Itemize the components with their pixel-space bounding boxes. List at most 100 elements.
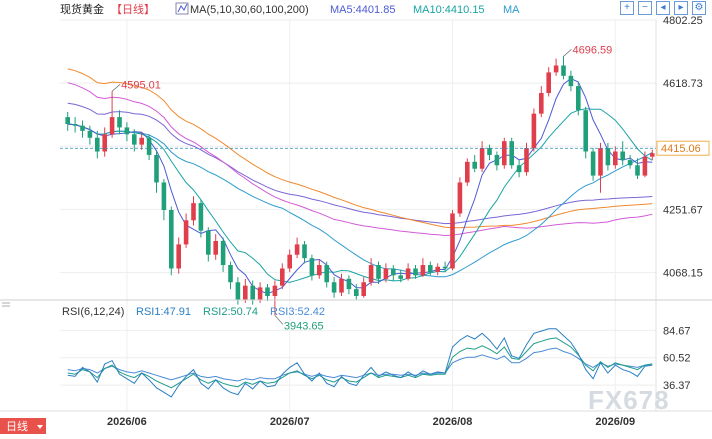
candle	[339, 273, 344, 296]
rsi3-line	[67, 347, 653, 382]
candle-body	[450, 213, 455, 269]
ma10-value: MA10:4410.15	[413, 4, 485, 16]
candle	[265, 283, 270, 302]
candle-body	[72, 123, 78, 126]
candle	[65, 111, 70, 131]
candle	[613, 146, 618, 169]
low-price-label: 3943.65	[284, 320, 324, 332]
candle-body	[257, 287, 263, 300]
annotation-leader	[274, 315, 284, 325]
rsi-tick-label: 84.67	[663, 325, 691, 337]
candle-body	[198, 203, 204, 231]
candle-body	[583, 110, 588, 152]
candle-body	[235, 282, 241, 300]
candle	[428, 261, 433, 276]
candle-body	[650, 153, 655, 157]
rsi-grid	[60, 329, 656, 386]
candle-body	[250, 285, 255, 300]
period-button-label[interactable]: 日线	[6, 419, 28, 433]
annotation-leader	[111, 83, 121, 92]
period-label[interactable]: 【日线】	[111, 2, 155, 16]
candle-body	[613, 151, 618, 166]
candle	[509, 137, 514, 169]
candle-body	[420, 265, 426, 276]
candle-body	[487, 148, 492, 155]
candle-body	[95, 137, 100, 152]
candle	[546, 67, 551, 97]
candle-body	[87, 130, 93, 138]
candle	[250, 280, 255, 305]
candle-body	[376, 265, 381, 279]
period-button[interactable]: 日线	[0, 418, 46, 434]
candle-body	[183, 220, 189, 245]
candle	[479, 141, 485, 173]
candle	[161, 179, 167, 221]
zoom-in-icon[interactable]: +	[620, 1, 634, 15]
candle	[650, 149, 655, 161]
candle	[206, 227, 211, 262]
candle	[553, 58, 559, 76]
candle	[294, 237, 300, 259]
rsi-tick-label: 36.37	[663, 380, 691, 392]
pane-resize-handle[interactable]	[2, 302, 10, 307]
annotation-leader	[563, 49, 572, 57]
candle-body	[317, 265, 322, 276]
candle-body	[405, 268, 411, 279]
candle	[317, 259, 322, 279]
time-tick-label: 2026/07	[270, 416, 310, 428]
candle	[576, 82, 581, 116]
candle	[598, 142, 603, 193]
candle	[87, 125, 93, 145]
candlesticks	[65, 56, 655, 316]
zoom-out-icon[interactable]: −	[638, 1, 652, 15]
move-right-icon[interactable]: ▸	[674, 1, 688, 15]
candle-body	[220, 240, 226, 266]
ma-params: MA(5,10,30,60,100,200)	[190, 4, 309, 16]
candle-body	[516, 165, 522, 173]
candle-body	[213, 240, 218, 255]
candle	[80, 120, 85, 138]
candle-body	[620, 151, 625, 161]
candle-body	[479, 148, 485, 169]
candle-body	[139, 137, 144, 145]
candle	[220, 237, 226, 272]
candle-body	[605, 148, 611, 166]
candle-body	[435, 266, 440, 272]
candle	[109, 91, 115, 138]
rsi1-value: RSI1:47.91	[136, 306, 191, 318]
candle-body	[368, 265, 374, 283]
candle	[95, 130, 100, 159]
move-left-icon[interactable]: ◂	[656, 1, 670, 15]
settings-icon[interactable]: ⚙	[692, 1, 706, 15]
candle-body	[102, 134, 107, 152]
ma-indicator-icon[interactable]	[175, 2, 189, 15]
candle	[502, 137, 507, 169]
candle-body	[280, 268, 285, 286]
candle-body	[169, 209, 174, 269]
caret-down-icon	[37, 425, 43, 429]
candle-body	[531, 113, 537, 149]
candle-body	[206, 230, 211, 255]
candle	[243, 278, 248, 303]
rsi-tick-label: 60.52	[663, 353, 691, 365]
candle-body	[546, 72, 551, 94]
candle-body	[590, 151, 596, 176]
candle-body	[109, 117, 115, 135]
time-tick-label: 2026/08	[433, 416, 473, 428]
ma200-line	[67, 102, 653, 225]
candle-body	[509, 141, 514, 166]
candle	[635, 158, 640, 180]
candle-body	[635, 165, 640, 176]
candle	[176, 237, 181, 274]
candle-body	[154, 154, 159, 183]
candle-body	[457, 182, 463, 214]
candle	[280, 263, 285, 290]
ma100-line	[67, 68, 653, 229]
candle	[368, 258, 374, 286]
candle-body	[80, 125, 85, 131]
high-price-label: 4595.01	[121, 79, 161, 91]
high-price-label: 4696.59	[573, 44, 613, 56]
price-annotations: 4595.01 3943.65 4696.59	[111, 44, 613, 332]
